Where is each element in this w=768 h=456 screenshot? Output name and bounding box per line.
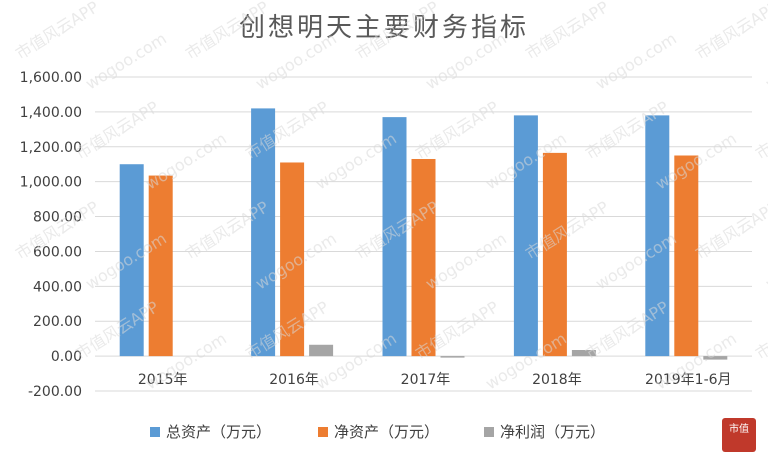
x-tick-label: 2019年1-6月 <box>645 372 732 388</box>
y-tick-label: 400.00 <box>33 279 82 295</box>
y-axis: -200.00 0.00 200.00 400.00 600.00 800.00 1,000… <box>20 70 82 400</box>
legend: 总资产（万元） 净资产（万元） 净利润（万元） <box>150 423 605 441</box>
watermark-text: wogoo.com <box>312 329 400 394</box>
watermark-text: wogoo.com <box>762 229 768 294</box>
bar <box>280 162 305 357</box>
watermark-text: wogoo.com <box>762 29 768 94</box>
y-tick-label: 200.00 <box>33 314 82 330</box>
bar <box>645 115 670 357</box>
bar <box>148 175 173 357</box>
legend-swatch <box>150 427 160 437</box>
watermark-text: 市值风云APP <box>412 97 502 163</box>
bar <box>382 117 407 357</box>
watermark-text: 市值风云APP <box>72 97 162 163</box>
y-tick-label: 1,200.00 <box>20 140 82 156</box>
bar <box>411 158 436 357</box>
watermark-text: wogoo.com <box>82 29 170 94</box>
x-tick-label: 2017年 <box>401 372 451 388</box>
watermark-text: 市值风云APP <box>752 97 768 163</box>
y-tick-label: 1,600.00 <box>20 70 82 86</box>
legend-swatch <box>318 427 328 437</box>
x-axis: 2015年 2016年 2017年 2018年 2019年1-6月 <box>138 372 732 388</box>
chart-title: 创想明天主要财务指标 <box>239 13 529 43</box>
bar <box>251 108 276 357</box>
bar <box>513 115 538 357</box>
y-tick-label: -200.00 <box>28 384 82 400</box>
legend-swatch <box>484 427 494 437</box>
bar <box>440 356 465 358</box>
y-tick-label: 1,000.00 <box>20 175 82 191</box>
bar <box>119 164 144 357</box>
y-tick-label: 600.00 <box>33 244 82 260</box>
bar <box>674 155 699 357</box>
legend-label: 净资产（万元） <box>334 423 439 441</box>
y-tick-label: 0.00 <box>51 349 82 365</box>
bar <box>571 350 596 357</box>
bars <box>119 108 728 360</box>
watermark-text: 市值风云APP <box>692 0 768 63</box>
brand-seal-icon: 市值 <box>722 418 756 452</box>
watermark-text: wogoo.com <box>592 29 680 94</box>
bar <box>703 356 728 360</box>
x-tick-label: 2018年 <box>532 372 582 388</box>
legend-label: 净利润（万元） <box>500 423 605 441</box>
y-tick-label: 1,400.00 <box>20 105 82 121</box>
x-tick-label: 2016年 <box>269 372 319 388</box>
watermark-text: 市值风云APP <box>12 0 102 63</box>
watermark-text: 市值风云APP <box>522 0 612 63</box>
watermark-text: wogoo.com <box>142 129 230 194</box>
x-tick-label: 2015年 <box>138 372 188 388</box>
y-tick-label: 800.00 <box>33 210 82 226</box>
bar <box>309 344 334 357</box>
legend-label: 总资产（万元） <box>166 423 271 441</box>
seal-text: 市值 <box>729 422 749 435</box>
watermark-text: 市值风云APP <box>692 197 768 263</box>
bar <box>542 152 567 357</box>
watermark-text: 市值风云APP <box>752 297 768 363</box>
